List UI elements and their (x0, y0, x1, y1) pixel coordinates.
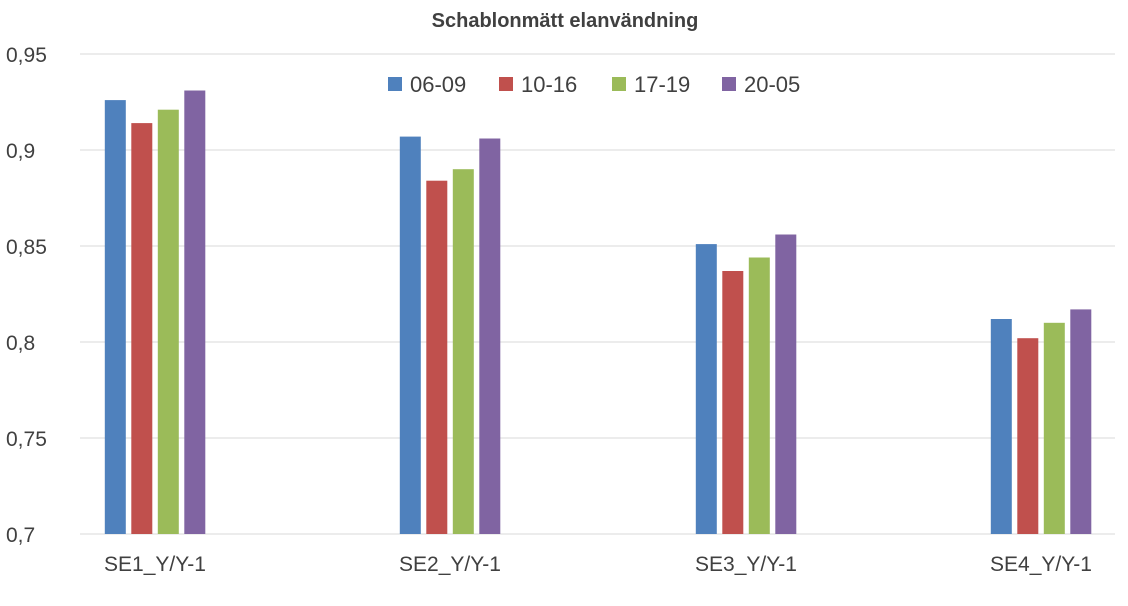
x-tick-label: SE4_Y/Y-1 (990, 553, 1092, 576)
legend-swatch (612, 77, 626, 91)
bar (1017, 338, 1039, 534)
bar (479, 138, 501, 534)
legend: 06-09 10-16 17-19 20-05 (388, 72, 800, 97)
y-tick-label: 0,7 (6, 524, 35, 547)
bar (748, 257, 770, 534)
bar (1070, 309, 1092, 534)
legend-swatch (722, 77, 736, 91)
bar (157, 109, 179, 534)
bar (184, 90, 206, 534)
bar (722, 271, 744, 534)
y-tick-label: 0,95 (6, 44, 47, 67)
bar (695, 244, 717, 534)
chart-title: Schablonmätt elanvändning (432, 10, 699, 32)
y-axis-tick-labels: 0,7 0,75 0,8 0,85 0,9 0,95 (6, 44, 47, 547)
x-tick-label: SE2_Y/Y-1 (399, 553, 501, 576)
bar (775, 234, 797, 534)
bar (131, 123, 153, 534)
legend-swatch (499, 77, 513, 91)
bar (426, 180, 448, 534)
y-tick-label: 0,8 (6, 332, 35, 355)
bar (1043, 322, 1065, 534)
legend-swatch (388, 77, 402, 91)
legend-label: 17-19 (634, 72, 690, 97)
bar (452, 169, 474, 534)
legend-label: 20-05 (744, 72, 800, 97)
y-tick-label: 0,85 (6, 236, 47, 259)
legend-label: 10-16 (521, 72, 577, 97)
gridlines (80, 53, 1115, 535)
bar (104, 100, 126, 534)
y-tick-label: 0,9 (6, 140, 35, 163)
bar (399, 136, 421, 534)
x-tick-label: SE3_Y/Y-1 (695, 553, 797, 576)
legend-label: 06-09 (410, 72, 466, 97)
bars (104, 90, 1092, 534)
x-axis-tick-labels: SE1_Y/Y-1 SE2_Y/Y-1 SE3_Y/Y-1 SE4_Y/Y-1 (104, 553, 1092, 576)
bar (990, 319, 1012, 534)
y-tick-label: 0,75 (6, 428, 47, 451)
x-tick-label: SE1_Y/Y-1 (104, 553, 206, 576)
